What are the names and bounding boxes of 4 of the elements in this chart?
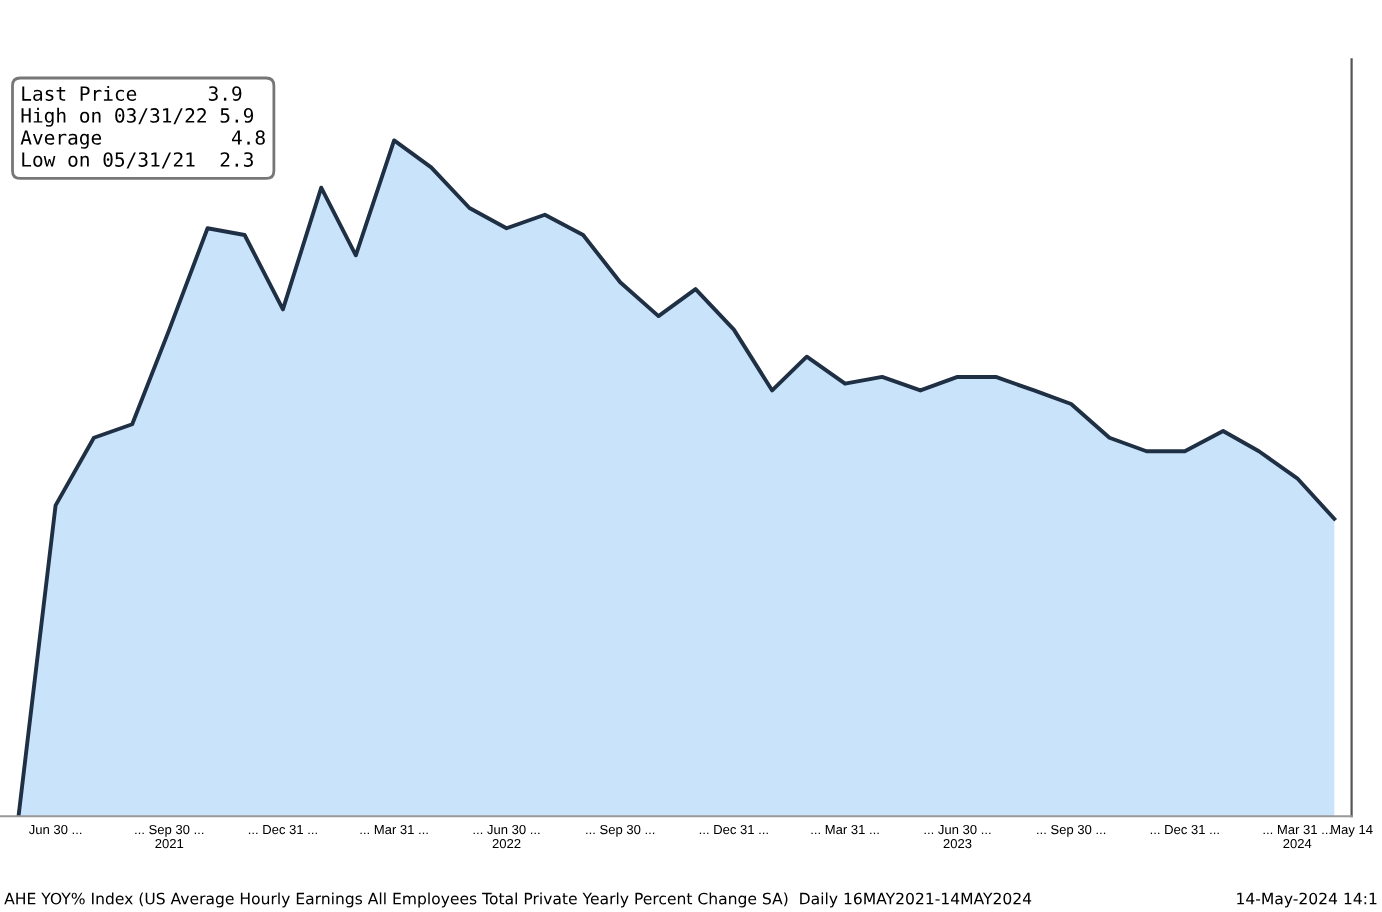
- annotation: Average 4.8: [20, 130, 265, 149]
- text: High on 03/31/22 5.9: [21, 107, 254, 127]
- annotation: Low on 05/31/21 2.3: [22, 152, 253, 169]
- text: Last Price 3.9: [22, 85, 242, 101]
